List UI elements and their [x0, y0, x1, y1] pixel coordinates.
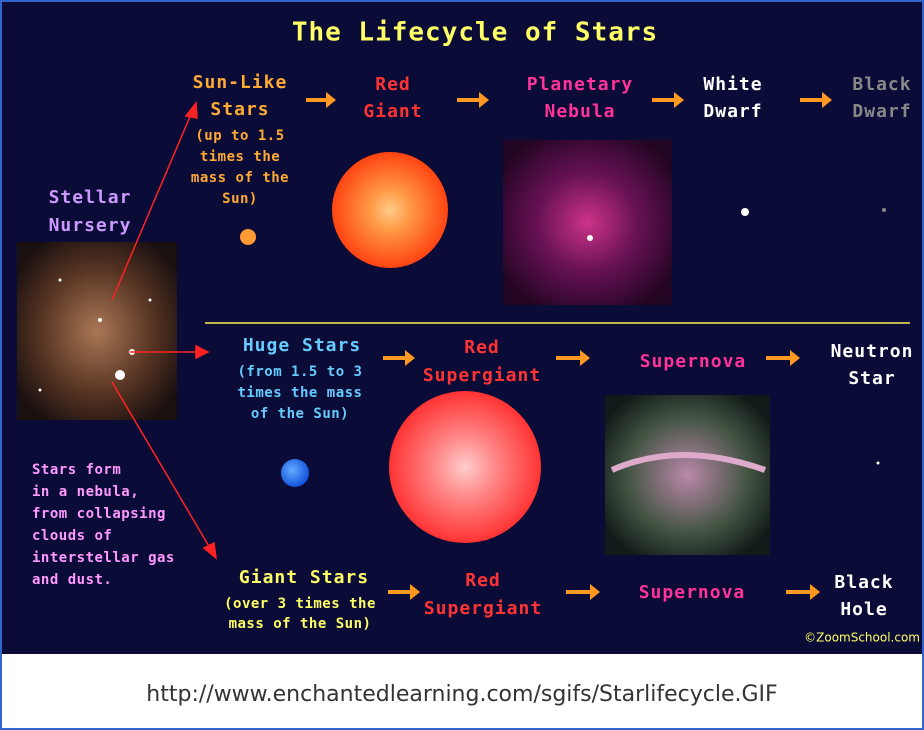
note-line: Stars form	[32, 462, 121, 478]
stage: Hole	[840, 599, 887, 620]
note-line: in a nebula,	[32, 484, 139, 500]
stage: Dwarf	[852, 101, 911, 122]
row-name: Sun-Like	[193, 72, 288, 93]
stage: Red	[375, 74, 411, 95]
red-giant	[332, 152, 448, 268]
red-supergiant	[389, 391, 541, 543]
nursery-image	[17, 242, 177, 420]
nebula-core	[587, 235, 593, 241]
neutron-star	[877, 462, 880, 465]
stage: Supernova	[639, 582, 746, 603]
title: The Lifecycle of Stars	[292, 18, 658, 48]
row-detail: mass of the Sun)	[229, 616, 372, 632]
huge-star	[281, 459, 309, 487]
row-detail: (from 1.5 to 3	[237, 364, 362, 380]
row-detail: of the Sun)	[251, 406, 349, 422]
stage: Black	[834, 572, 893, 593]
note-line: and dust.	[32, 572, 112, 588]
row-name: Huge Stars	[243, 335, 361, 356]
nursery-label: Nursery	[49, 215, 132, 236]
stage: Supergiant	[424, 598, 542, 619]
row-detail: (up to 1.5	[195, 128, 284, 144]
row-detail: times the mass	[237, 385, 362, 401]
black-dwarf	[882, 208, 886, 212]
row-detail: (over 3 times the	[224, 596, 376, 612]
row-detail: mass of the	[191, 170, 289, 186]
row-detail: times the	[200, 149, 280, 165]
white-dwarf	[741, 208, 749, 216]
stage: Supergiant	[423, 365, 541, 386]
stage: Dwarf	[703, 101, 762, 122]
stage: Red	[465, 570, 501, 591]
stage: Nebula	[544, 101, 615, 122]
stage: White	[703, 74, 762, 95]
page: The Lifecycle of Stars Stellar Nursery S…	[0, 0, 924, 730]
nursery-label: Stellar	[49, 187, 132, 208]
stage: Neutron	[831, 341, 914, 362]
stage: Planetary	[527, 74, 634, 95]
planetary-nebula-image	[503, 140, 672, 305]
row-name: Giant Stars	[239, 567, 369, 588]
stage: Star	[848, 368, 895, 389]
credit: ©ZoomSchool.com	[804, 631, 920, 645]
note-line: clouds of	[32, 528, 112, 544]
supernova-image	[605, 395, 770, 555]
row-detail: Sun)	[222, 191, 258, 207]
stage: Red	[464, 337, 500, 358]
caption: http://www.enchantedlearning.com/sgifs/S…	[146, 682, 777, 707]
stage: Supernova	[640, 351, 747, 372]
stage: Black	[852, 74, 911, 95]
stage: Giant	[363, 101, 422, 122]
note-line: interstellar gas	[32, 550, 175, 566]
sun-like-star	[240, 229, 256, 245]
row-name: Stars	[210, 99, 269, 120]
note-line: from collapsing	[32, 506, 166, 522]
